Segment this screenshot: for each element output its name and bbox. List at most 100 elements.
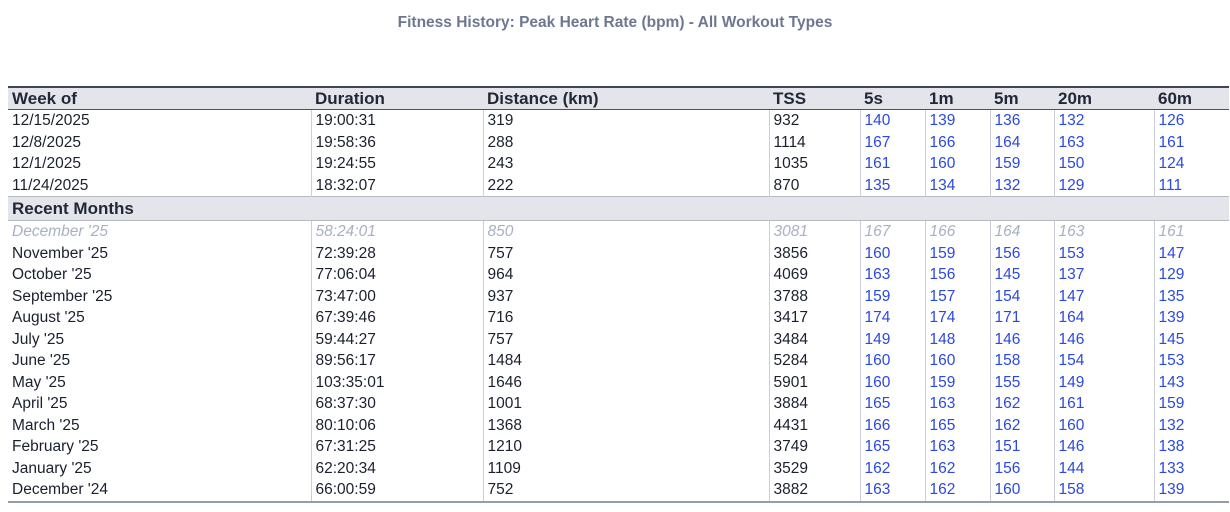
cell-5m[interactable]: 145 xyxy=(989,264,1054,286)
cell-5s[interactable]: 149 xyxy=(859,328,925,350)
cell-5s[interactable]: 163 xyxy=(859,479,925,503)
cell-60m[interactable]: 129 xyxy=(1153,264,1229,286)
cell-1m[interactable]: 166 xyxy=(924,131,990,153)
cell-distance: 757 xyxy=(482,328,769,350)
cell-60m[interactable]: 133 xyxy=(1153,457,1229,479)
cell-5s[interactable]: 165 xyxy=(859,393,925,415)
cell-20m[interactable]: 129 xyxy=(1053,174,1154,197)
cell-5s[interactable]: 166 xyxy=(859,414,925,436)
cell-60m[interactable]: 147 xyxy=(1153,242,1229,264)
cell-20m[interactable]: 146 xyxy=(1053,436,1154,458)
cell-5m: 164 xyxy=(989,220,1054,243)
cell-1m[interactable]: 157 xyxy=(924,285,990,307)
cell-1m[interactable]: 134 xyxy=(924,174,990,197)
cell-duration: 19:00:31 xyxy=(310,109,483,132)
cell-60m: 161 xyxy=(1153,220,1229,243)
cell-20m[interactable]: 154 xyxy=(1053,350,1154,372)
cell-5m[interactable]: 171 xyxy=(989,307,1054,329)
cell-20m[interactable]: 132 xyxy=(1053,109,1154,132)
cell-60m[interactable]: 161 xyxy=(1153,131,1229,153)
cell-20m[interactable]: 146 xyxy=(1053,328,1154,350)
section-divider: Recent Months xyxy=(8,196,1229,221)
cell-20m[interactable]: 144 xyxy=(1053,457,1154,479)
cell-5s[interactable]: 165 xyxy=(859,436,925,458)
cell-5m[interactable]: 136 xyxy=(989,109,1054,132)
cell-60m[interactable]: 143 xyxy=(1153,371,1229,393)
cell-5s: 167 xyxy=(859,220,925,243)
cell-60m[interactable]: 139 xyxy=(1153,307,1229,329)
cell-5s[interactable]: 160 xyxy=(859,371,925,393)
cell-week-of: September '25 xyxy=(12,287,113,305)
column-header-5s: 5s xyxy=(860,86,925,110)
cell-1m[interactable]: 160 xyxy=(924,153,990,175)
cell-20m[interactable]: 163 xyxy=(1053,131,1154,153)
cell-5m[interactable]: 156 xyxy=(989,457,1054,479)
month-row: July '25 59:44:27 757 3484 149 148 146 146 145 xyxy=(8,328,1229,350)
cell-20m[interactable]: 137 xyxy=(1053,264,1154,286)
cell-distance: 288 xyxy=(482,131,769,153)
cell-5s[interactable]: 174 xyxy=(859,307,925,329)
cell-5m[interactable]: 164 xyxy=(989,131,1054,153)
cell-5m[interactable]: 159 xyxy=(989,153,1054,175)
cell-20m[interactable]: 153 xyxy=(1053,242,1154,264)
cell-5m[interactable]: 146 xyxy=(989,328,1054,350)
cell-1m[interactable]: 139 xyxy=(924,109,990,132)
column-header-60m: 60m xyxy=(1154,86,1229,110)
cell-60m[interactable]: 138 xyxy=(1153,436,1229,458)
cell-60m[interactable]: 159 xyxy=(1153,393,1229,415)
cell-20m[interactable]: 149 xyxy=(1053,371,1154,393)
cell-5m[interactable]: 156 xyxy=(989,242,1054,264)
cell-1m[interactable]: 162 xyxy=(924,457,990,479)
cell-1m[interactable]: 159 xyxy=(924,371,990,393)
cell-60m[interactable]: 111 xyxy=(1153,174,1229,197)
cell-20m[interactable]: 158 xyxy=(1053,479,1154,503)
cell-60m[interactable]: 145 xyxy=(1153,328,1229,350)
cell-1m[interactable]: 165 xyxy=(924,414,990,436)
cell-1m[interactable]: 156 xyxy=(924,264,990,286)
cell-tss: 3884 xyxy=(768,393,860,415)
cell-5m[interactable]: 162 xyxy=(989,393,1054,415)
cell-20m[interactable]: 160 xyxy=(1053,414,1154,436)
cell-5s[interactable]: 161 xyxy=(859,153,925,175)
cell-5m[interactable]: 155 xyxy=(989,371,1054,393)
cell-5m[interactable]: 132 xyxy=(989,174,1054,197)
cell-5s[interactable]: 140 xyxy=(859,109,925,132)
cell-5s[interactable]: 167 xyxy=(859,131,925,153)
cell-tss: 3856 xyxy=(768,242,860,264)
cell-60m[interactable]: 139 xyxy=(1153,479,1229,503)
cell-60m[interactable]: 126 xyxy=(1153,109,1229,132)
cell-5m[interactable]: 162 xyxy=(989,414,1054,436)
cell-5s[interactable]: 159 xyxy=(859,285,925,307)
cell-5s[interactable]: 163 xyxy=(859,264,925,286)
cell-60m[interactable]: 135 xyxy=(1153,285,1229,307)
cell-20m[interactable]: 164 xyxy=(1053,307,1154,329)
cell-week-of: May '25 xyxy=(12,373,66,391)
cell-60m[interactable]: 153 xyxy=(1153,350,1229,372)
cell-1m[interactable]: 160 xyxy=(924,350,990,372)
cell-1m[interactable]: 148 xyxy=(924,328,990,350)
cell-5s[interactable]: 162 xyxy=(859,457,925,479)
cell-60m[interactable]: 124 xyxy=(1153,153,1229,175)
cell-5s[interactable]: 160 xyxy=(859,242,925,264)
cell-distance: 937 xyxy=(482,285,769,307)
cell-distance: 716 xyxy=(482,307,769,329)
cell-5m[interactable]: 158 xyxy=(989,350,1054,372)
cell-5m[interactable]: 160 xyxy=(989,479,1054,503)
cell-1m[interactable]: 162 xyxy=(924,479,990,503)
cell-20m[interactable]: 161 xyxy=(1053,393,1154,415)
cell-5s[interactable]: 135 xyxy=(859,174,925,197)
cell-5s[interactable]: 160 xyxy=(859,350,925,372)
cell-5m[interactable]: 154 xyxy=(989,285,1054,307)
cell-1m[interactable]: 159 xyxy=(924,242,990,264)
cell-distance: 1646 xyxy=(482,371,769,393)
cell-20m[interactable]: 147 xyxy=(1053,285,1154,307)
cell-tss: 3529 xyxy=(768,457,860,479)
cell-60m[interactable]: 132 xyxy=(1153,414,1229,436)
cell-1m[interactable]: 174 xyxy=(924,307,990,329)
cell-1m[interactable]: 163 xyxy=(924,393,990,415)
cell-1m[interactable]: 163 xyxy=(924,436,990,458)
cell-20m[interactable]: 150 xyxy=(1053,153,1154,175)
cell-5m[interactable]: 151 xyxy=(989,436,1054,458)
cell-week-of: October '25 xyxy=(12,266,92,283)
